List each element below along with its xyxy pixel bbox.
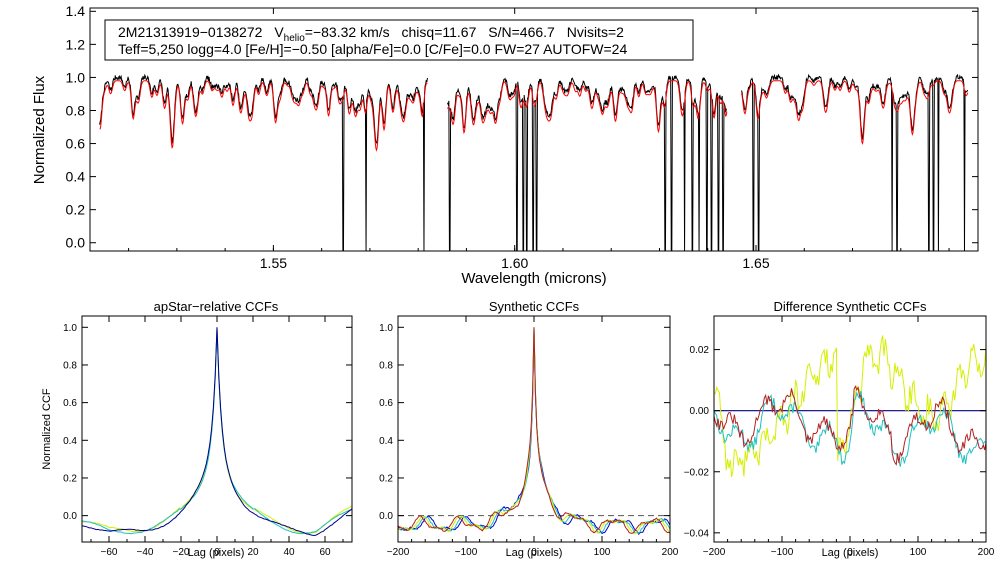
difference-ccf-xtick-label: 200 <box>978 547 995 558</box>
spectrum-ticks: 1.55 1.60 1.65 0.0 0.2 0.4 0.6 0.8 1.0 1.2 1.4 <box>66 3 978 271</box>
difference-ccf-ytick-label: 0.02 <box>690 345 710 356</box>
chisq-value: chisq=11.67 <box>402 24 477 40</box>
vhelio-subscript: helio <box>284 33 306 44</box>
synthetic-ccf-ytick-label: 1.0 <box>379 323 393 334</box>
svg-text:2M21313919−0138272 Vhe: 2M21313919−0138272 Vhelio=−83.32 km/s ch… <box>118 24 624 44</box>
difference-ccf-xtick-label: 100 <box>910 547 927 558</box>
synthetic-ccf-xlabel: Lag (pixels) <box>506 547 563 559</box>
apstar-ccf-ytick-label: 1.0 <box>63 323 77 334</box>
observed-spectrum-line <box>741 73 969 251</box>
difference-ccf-line-visit2 <box>714 390 986 467</box>
difference-ccf-ytick-label: −0.02 <box>684 467 710 478</box>
spectrum-ytick-label: 1.4 <box>66 3 86 19</box>
apstar-ccf-line-3 <box>82 327 352 535</box>
spectrum-plot-area <box>99 73 969 251</box>
spectrum-xlabel: Wavelength (microns) <box>461 270 606 287</box>
spectrum-axes-frame <box>89 7 979 252</box>
synthetic-spectrum-line <box>99 80 428 152</box>
synthetic-ccf-panel: Synthetic CCFs −200 −100 0 100 200 0.0 0.2 0.4 0… <box>379 299 679 559</box>
difference-ccf-title: Difference Synthetic CCFs <box>774 299 927 314</box>
spectrum-ylabel: Normalized Flux <box>31 75 48 184</box>
synthetic-ccf-xtick-label: −100 <box>455 547 478 558</box>
spectrum-annotation: 2M21313919−0138272 Vhelio=−83.32 km/s ch… <box>104 19 694 61</box>
spectrum-ytick-label: 0.4 <box>66 169 86 185</box>
spectrum-xtick-label: 1.55 <box>260 255 287 271</box>
synthetic-ccf-line-4 <box>398 327 670 534</box>
synthetic-ccf-xtick-label: 200 <box>662 547 679 558</box>
vhelio-value: =−83.32 km/s <box>305 24 390 40</box>
synthetic-ccf-line-3 <box>398 327 670 535</box>
synthetic-ccf-ytick-label: 0.6 <box>379 398 393 409</box>
apstar-ccf-ticks: −60 −40 −20 0 20 40 60 0.0 0.2 0.4 0.6 0.8 1.0 <box>63 316 352 558</box>
difference-ccf-line-combined <box>714 385 986 466</box>
synthetic-ccf-xtick-label: 0 <box>531 547 537 558</box>
apstar-ccf-ytick-label: 0.6 <box>63 398 77 409</box>
apstar-ccf-line-2 <box>82 327 352 535</box>
synthetic-ccf-line-2 <box>398 327 670 534</box>
synthetic-ccf-plot-area <box>398 327 670 536</box>
apstar-ccf-xtick-label: 60 <box>319 547 331 558</box>
synthetic-spectrum-line <box>446 80 728 135</box>
apstar-ccf-xtick-label: 20 <box>247 547 259 558</box>
apstar-ccf-panel: apStar−relative CCFs −60 −40 −20 0 20 40 60 0.0… <box>41 299 353 559</box>
difference-ccf-xtick-label: −200 <box>703 547 726 558</box>
difference-ccf-ytick-label: 0.00 <box>690 406 710 417</box>
apstar-ccf-line-1 <box>82 327 352 537</box>
sn-value: S/N=466.7 <box>488 24 555 40</box>
difference-ccf-xtick-label: −100 <box>771 547 794 558</box>
synthetic-ccf-ticks: −200 −100 0 100 200 0.0 0.2 0.4 0.6 0.8 1.0 <box>379 316 679 558</box>
apstar-ccf-ytick-label: 0.2 <box>63 473 77 484</box>
difference-ccf-ticks: −200 −100 0 100 200 −0.04 −0.02 0.00 0.02 <box>684 316 995 558</box>
difference-ccf-ytick-label: −0.04 <box>684 528 710 539</box>
nvisits-value: Nvisits=2 <box>567 24 624 40</box>
difference-ccf-panel: Difference Synthetic CCFs −200 −100 0 100 20… <box>684 299 995 559</box>
spectrum-xtick-label: 1.65 <box>742 255 769 271</box>
synthetic-ccf-title: Synthetic CCFs <box>489 299 580 314</box>
apstar-ccf-xtick-label: 40 <box>283 547 295 558</box>
apstar-ccf-xlabel: Lag (pixels) <box>188 547 245 559</box>
difference-ccf-plot-area <box>714 335 986 478</box>
synthetic-ccf-xtick-label: −200 <box>387 547 410 558</box>
apstar-ccf-title: apStar−relative CCFs <box>154 299 279 314</box>
synthetic-ccf-line-1 <box>398 327 670 536</box>
stellar-parameters: Teff=5,250 logg=4.0 [Fe/H]=−0.50 [alpha/… <box>118 41 627 57</box>
apstar-ccf-xtick-label: −40 <box>137 547 154 558</box>
synthetic-ccf-ytick-label: 0.2 <box>379 473 393 484</box>
difference-ccf-xlabel: Lag (pixels) <box>822 547 879 559</box>
spectrum-ytick-label: 1.0 <box>66 69 86 85</box>
spectrum-ytick-label: 0.8 <box>66 102 86 118</box>
apstar-ccf-ytick-label: 0.4 <box>63 436 77 447</box>
observed-spectrum-line <box>446 75 728 251</box>
difference-ccf-xtick-label: 0 <box>847 547 853 558</box>
annotation-box <box>104 19 694 61</box>
spectrum-ytick-label: 0.2 <box>66 202 86 218</box>
apstar-ccf-xtick-label: −60 <box>101 547 118 558</box>
observed-spectrum-line <box>99 73 428 251</box>
vhelio-label: V <box>274 24 284 40</box>
apstar-ccf-xtick-label: 0 <box>214 547 220 558</box>
apstar-ccf-ytick-label: 0.0 <box>63 511 77 522</box>
synthetic-ccf-xtick-label: 100 <box>594 547 611 558</box>
spectrum-xtick-label: 1.60 <box>501 255 528 271</box>
apstar-ccf-axes-frame <box>81 315 353 543</box>
spectrum-ytick-label: 0.0 <box>66 235 86 251</box>
synthetic-spectrum-line <box>741 80 969 145</box>
spectrum-panel: 1.55 1.60 1.65 0.0 0.2 0.4 0.6 0.8 1.0 1.2 1.4 2M2… <box>31 3 979 287</box>
synthetic-ccf-ytick-label: 0.0 <box>379 511 393 522</box>
apstar-ccf-ylabel: Normalized CCF <box>41 388 53 470</box>
apstar-ccf-ytick-label: 0.8 <box>63 360 77 371</box>
synthetic-ccf-ytick-label: 0.8 <box>379 360 393 371</box>
star-id: 2M21313919−0138272 <box>118 24 263 40</box>
spectrum-ytick-label: 0.6 <box>66 135 86 151</box>
spectrum-ytick-label: 1.2 <box>66 36 86 52</box>
synthetic-ccf-ytick-label: 0.4 <box>379 436 393 447</box>
apstar-ccf-xtick-label: −20 <box>173 547 190 558</box>
apstar-ccf-plot-area <box>82 327 352 537</box>
